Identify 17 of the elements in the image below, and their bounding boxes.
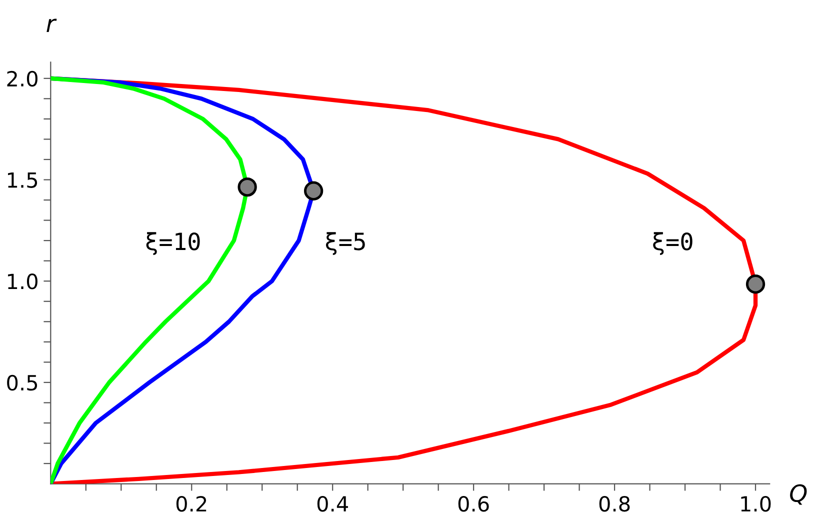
x-axis-title: Q xyxy=(790,484,807,505)
y-tick-label: 1.0 xyxy=(8,274,38,290)
y-tick-label: 0.5 xyxy=(7,374,38,391)
y-tick-label: 2.0 xyxy=(7,70,38,87)
y-axis-title: r xyxy=(46,18,57,32)
annotation: ξ=5 xyxy=(326,232,365,255)
y-tick-label: 1.5 xyxy=(8,172,38,188)
x-tick-label: 0.6 xyxy=(458,496,489,512)
annotation: ξ=0 xyxy=(653,232,692,255)
point xyxy=(238,177,257,197)
x-tick-label: 0.8 xyxy=(599,496,630,512)
annotation: ξ=10 xyxy=(146,232,200,255)
x-tick-label: 1.0 xyxy=(741,496,771,512)
point xyxy=(304,181,324,200)
point xyxy=(746,274,766,294)
x-tick-label: 0.4 xyxy=(317,496,348,512)
x-tick-label: 0.2 xyxy=(176,496,206,512)
